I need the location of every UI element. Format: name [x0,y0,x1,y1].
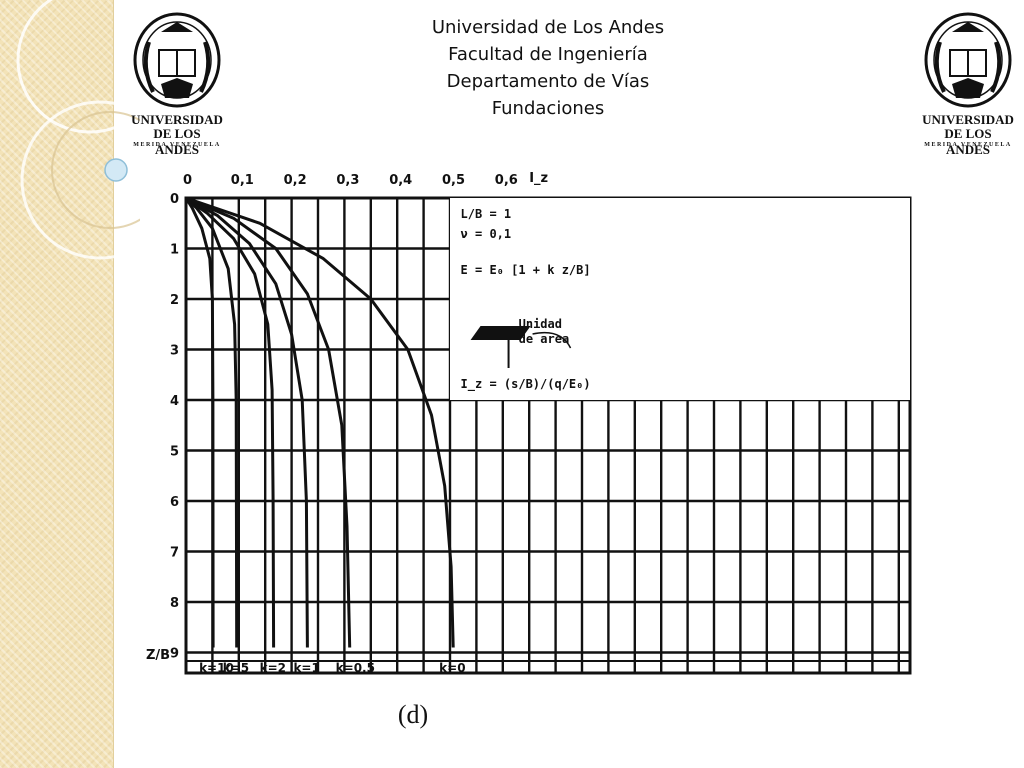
x-tick-label: 0,5 [442,173,465,188]
series-line [185,196,352,648]
decorative-side-panel [0,0,114,768]
footing-symbol-icon [470,326,531,340]
x-tick-label: 0,6 [495,173,518,188]
chart-k-labels: k=10k=5 k=2 k=1 k=0,5 k=0 [199,661,465,675]
university-seal-icon [133,12,221,108]
chart-curves [184,196,455,648]
logo-text-line3: MERIDA VENEZUELA [133,142,221,148]
y-tick-label: 1 [170,243,179,258]
y-tick-label: 3 [170,344,179,359]
legend-text: E = E₀ [1 + k z/B] [461,263,591,277]
x-tick-label: 0,4 [389,173,412,188]
curve-label: k=0 [439,661,465,675]
x-tick-label: 0,2 [284,173,307,188]
y-tick-label: 7 [170,546,179,561]
blue-dot-icon [104,158,128,182]
curve-label: k=2 [260,661,286,675]
y-tick-label: 6 [170,495,179,510]
y-tick-label: 2 [170,293,179,308]
curve-label: k=5 [223,661,249,675]
decorative-circles [16,0,140,260]
logo-text-line3: MERIDA VENEZUELA [924,142,1012,148]
y-tick-label: 4 [170,394,179,409]
chart-ticks: 0 0,1 0,2 0,3 0,4 0,5 0,6 I_z 0 1 2 3 4 5 6 7 8 9Z/B [146,171,548,663]
x-axis-label: I_z [529,171,548,186]
curve-label: k=10 [199,661,234,675]
logo-text-line2: DE LOS ANDES [153,126,201,157]
university-logo-right: UNIVERSIDAD DE LOS ANDES MERIDA VENEZUEL… [922,12,1014,157]
load-arrow-icon [532,331,572,349]
x-tick-label: 0,3 [336,173,359,188]
legend-text: I_z = (s/B)/(q/E₀) [461,377,591,392]
header-department: Departamento de Vías [446,71,650,92]
series-line [184,197,215,648]
logo-text-line1: UNIVERSIDAD [131,112,223,127]
y-tick-label: 9 [170,647,179,662]
legend-text: ν = 0,1 [461,227,512,241]
legend-box [450,198,910,400]
logo-text-line2: DE LOS ANDES [944,126,992,157]
chart-legend: L/B = 1ν = 0,1E = E₀ [1 + k z/B]Unidadde… [450,198,910,400]
header-faculty: Facultad de Ingeniería [448,44,648,65]
x-tick-label: 0 [183,173,192,188]
legend-text: de area [519,332,570,346]
y-tick-label: 8 [170,596,179,611]
legend-text: L/B = 1 [461,207,512,221]
settlement-influence-chart: 0 0,1 0,2 0,3 0,4 0,5 0,6 I_z 0 1 2 3 4 5 6 7 8 9Z/B k=10… [146,171,912,675]
y-tick-label: 5 [170,445,179,460]
series-line [185,196,276,648]
series-line [185,196,455,648]
curve-label: k=0,5 [336,661,375,675]
header-university: Universidad de Los Andes [431,17,665,38]
header-course: Fundaciones [491,98,605,119]
university-logo-left: UNIVERSIDAD DE LOS ANDES MERIDA VENEZUEL… [131,12,223,157]
y-axis-label: Z/B [146,648,170,663]
university-seal-icon [924,12,1012,108]
x-tick-label: 0,1 [231,173,254,188]
curve-label: k=1 [293,661,319,675]
y-tick-label: 0 [170,192,179,207]
series-line [185,196,309,648]
series-line [184,196,239,648]
figure-caption: (d) [397,700,429,729]
logo-text-line1: UNIVERSIDAD [922,112,1014,127]
